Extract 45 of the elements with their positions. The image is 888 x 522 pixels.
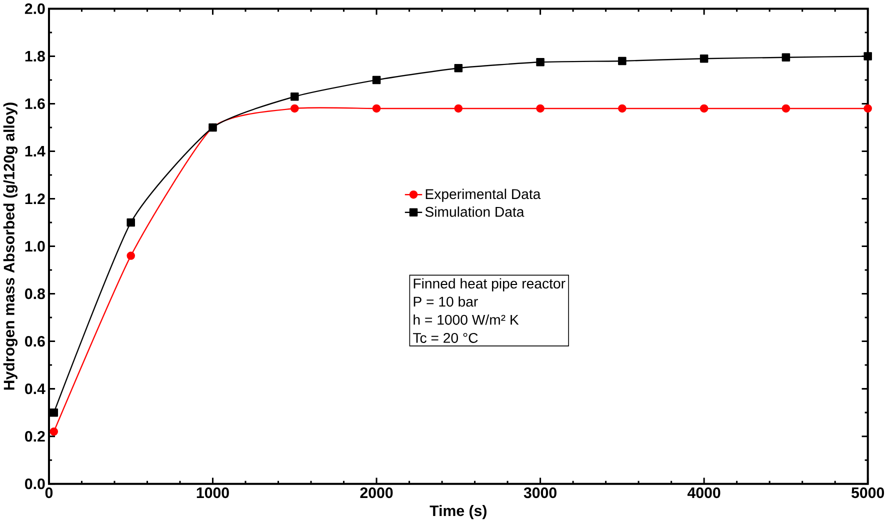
y-tick-label: 2.0 — [24, 3, 45, 14]
point — [50, 427, 58, 436]
point — [454, 64, 463, 72]
y-tick-label: 0.8 — [25, 288, 45, 299]
point — [454, 104, 463, 112]
point — [618, 104, 626, 112]
x-tick-label: 0 — [45, 487, 53, 498]
point — [372, 104, 381, 112]
annotation: Finned heat pipe reactor — [414, 278, 566, 292]
y-tick-label: 1.8 — [25, 50, 45, 62]
x-axis-title: Time (s) — [430, 504, 486, 519]
x-tick-label: 5000 — [852, 487, 884, 498]
point — [290, 92, 299, 100]
x-tick-label: 3000 — [524, 487, 556, 498]
point — [782, 53, 790, 62]
annotation: h = 1000 W/m² K — [414, 314, 519, 325]
point — [700, 104, 708, 112]
y-axis-title: Hydrogen mass Absorbed (g/120g alloy) — [3, 102, 18, 390]
point — [700, 54, 708, 62]
point — [864, 52, 872, 60]
point — [372, 76, 381, 84]
point — [536, 104, 544, 112]
annotation: P = 10 bar — [414, 296, 478, 306]
point — [126, 218, 135, 226]
point — [536, 58, 544, 66]
legend-label: Experimental Data — [426, 188, 541, 202]
point — [618, 56, 626, 65]
x-tick-label: 2000 — [360, 487, 393, 498]
x-tick-label: 1000 — [196, 487, 229, 498]
y-tick-label: 1.0 — [25, 240, 45, 252]
y-tick-label: 0.2 — [25, 430, 45, 442]
y-tick-label: 1.2 — [25, 193, 45, 204]
point — [50, 408, 58, 416]
point — [126, 251, 135, 260]
y-tick-label: 1.4 — [25, 146, 46, 156]
point — [864, 104, 872, 112]
legend-label: Simulation Data — [425, 206, 524, 217]
y-tick-label: 0.4 — [25, 383, 46, 394]
y-tick-label: 0.0 — [25, 478, 45, 489]
annotation: Tc = 20 °C — [413, 332, 478, 343]
y-tick-label: 0.6 — [25, 336, 45, 346]
x-tick-label: 4000 — [687, 487, 720, 498]
point — [782, 104, 790, 112]
y-tick-label: 1.6 — [25, 98, 45, 109]
point — [290, 104, 299, 112]
